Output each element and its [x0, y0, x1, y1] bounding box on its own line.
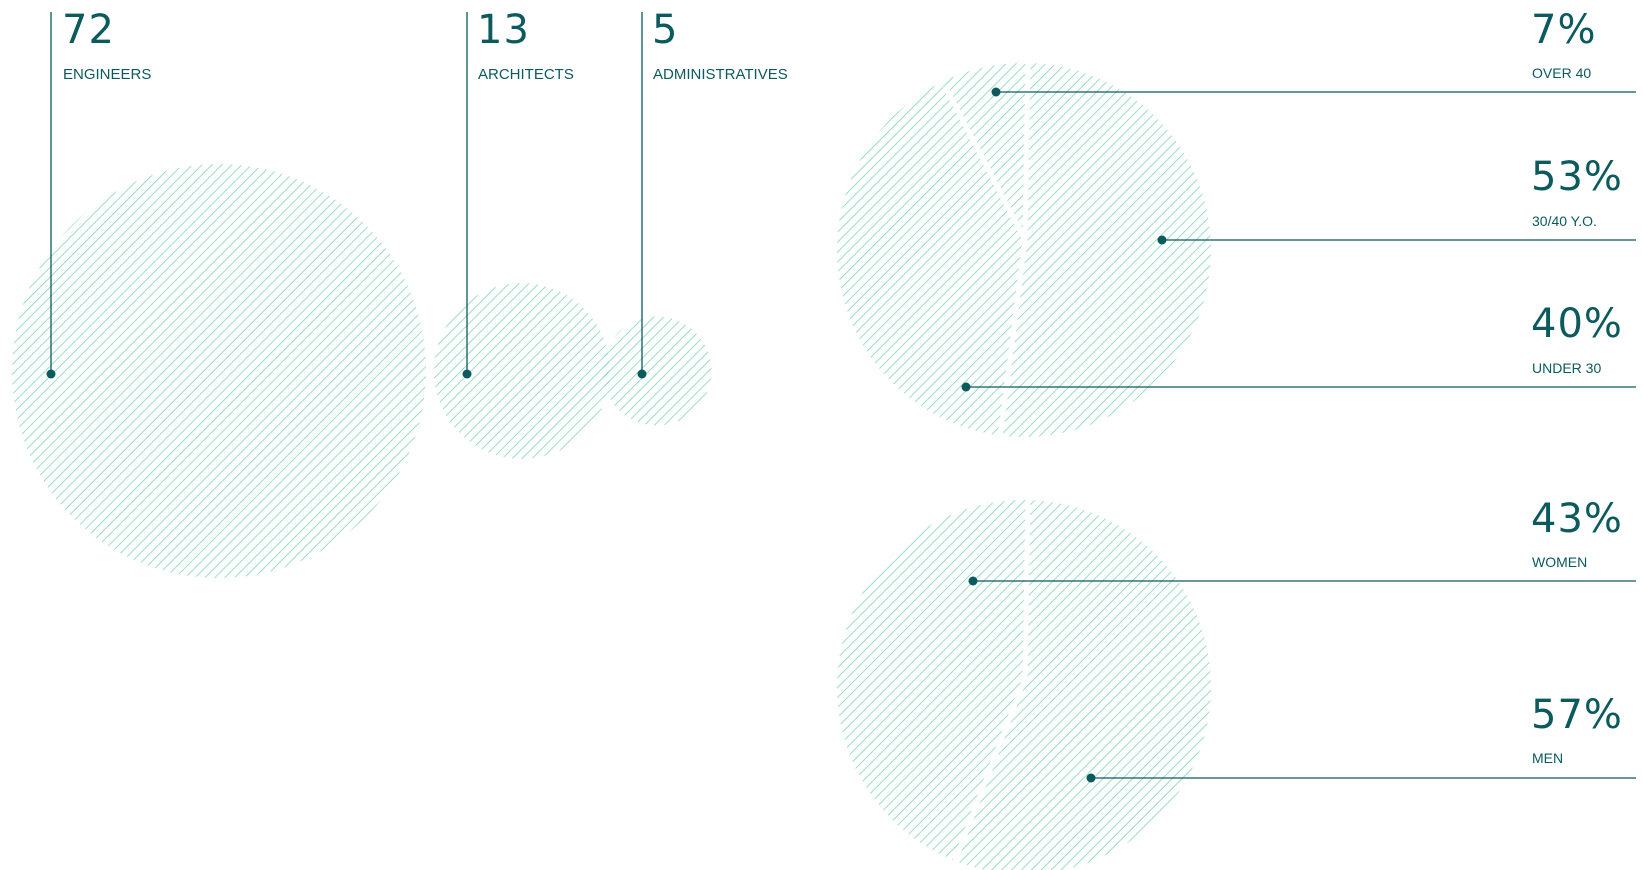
age-slice-divider-1	[942, 84, 1028, 242]
age-slice-30-40: 53% 30/40 Y.O.	[1157, 154, 1636, 245]
gender-slice-divider	[948, 499, 1031, 870]
age-pie-disc	[837, 61, 1211, 439]
engineers-count: 72	[62, 7, 115, 53]
age-slice-divider-2	[997, 61, 1031, 439]
over-40-percent: 7%	[1531, 7, 1596, 53]
women-label: WOMEN	[1532, 554, 1587, 570]
under-30-percent: 40%	[1531, 301, 1623, 347]
administratives-label: ADMINISTRATIVES	[653, 66, 788, 83]
architects-group: 13 ARCHITECTS	[434, 7, 610, 459]
engineers-group: 72 ENGINEERS	[12, 7, 426, 578]
gender-pie-disc	[837, 499, 1211, 870]
administratives-group: 5 ADMINISTRATIVES	[602, 7, 788, 426]
role-bubble-chart: 72 ENGINEERS 13 ARCHITECTS 5 ADMINISTRAT…	[12, 7, 788, 578]
administratives-bubble	[602, 316, 712, 426]
women-dot	[968, 576, 978, 586]
architects-label: ARCHITECTS	[478, 66, 574, 83]
men-percent: 57%	[1531, 692, 1623, 738]
age-30-40-label: 30/40 Y.O.	[1532, 213, 1597, 229]
administratives-dot	[637, 369, 647, 379]
age-slice-over-40: 7% OVER 40	[991, 7, 1636, 97]
engineers-label: ENGINEERS	[63, 66, 151, 83]
men-label: MEN	[1532, 750, 1563, 766]
age-slice-under-30: 40% UNDER 30	[961, 301, 1636, 392]
under-30-label: UNDER 30	[1532, 360, 1601, 376]
engineers-dot	[46, 369, 56, 379]
architects-dot	[462, 369, 472, 379]
men-dot	[1086, 773, 1096, 783]
age-30-40-percent: 53%	[1531, 154, 1623, 200]
architects-bubble	[434, 283, 610, 459]
gender-slice-women: 43% WOMEN	[968, 496, 1636, 586]
age-pie-chart: 7% OVER 40 53% 30/40 Y.O. 40% UNDER 30	[837, 7, 1636, 439]
administratives-count: 5	[652, 7, 678, 53]
women-percent: 43%	[1531, 496, 1623, 542]
architects-count: 13	[477, 7, 530, 53]
gender-pie-chart: 43% WOMEN 57% MEN	[837, 496, 1636, 870]
engineers-bubble	[12, 164, 426, 578]
under-30-dot	[961, 382, 971, 392]
over-40-label: OVER 40	[1532, 65, 1591, 81]
gender-slice-men: 57% MEN	[1086, 692, 1636, 783]
over-40-dot	[991, 87, 1001, 97]
age-30-40-dot	[1157, 235, 1167, 245]
